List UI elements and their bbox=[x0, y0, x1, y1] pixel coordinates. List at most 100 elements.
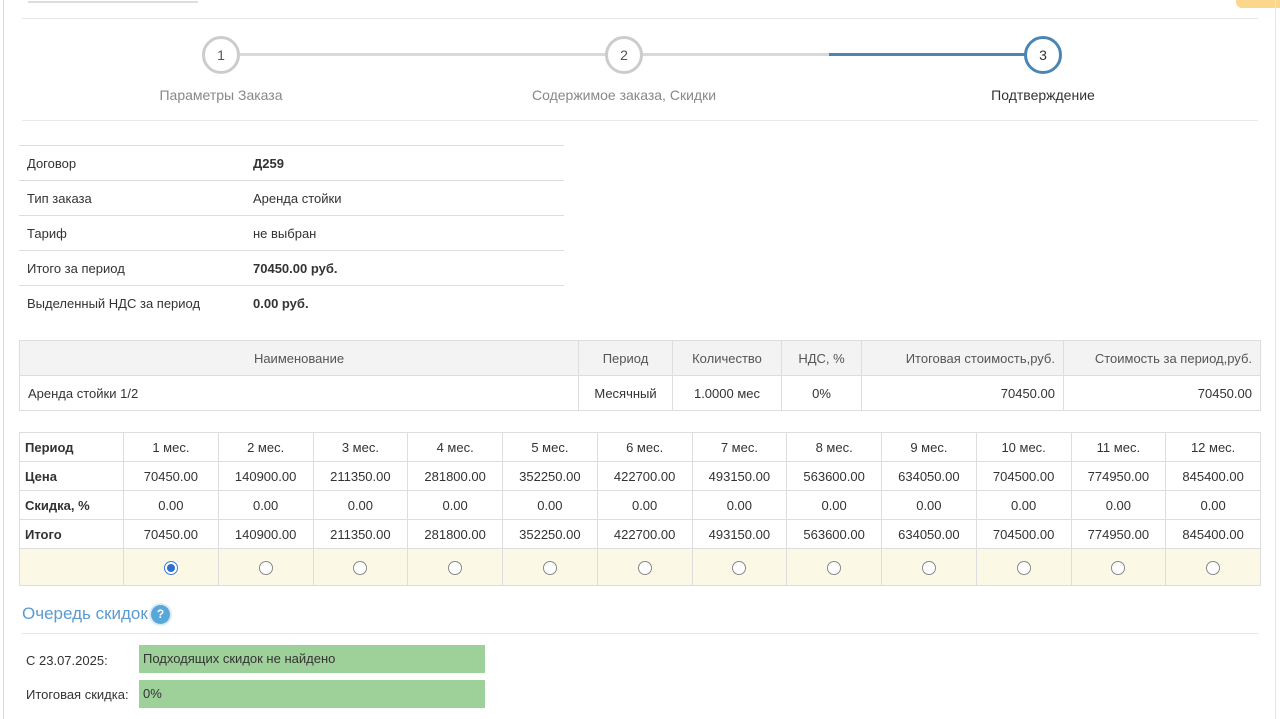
row-label-discount: Скидка, % bbox=[19, 490, 124, 520]
period-radio-11[interactable] bbox=[1111, 560, 1126, 575]
total-cell: 70450.00 bbox=[123, 519, 219, 549]
total-cell: 211350.00 bbox=[312, 519, 409, 549]
summary-label: Тип заказа bbox=[19, 180, 245, 216]
period-radio-6[interactable] bbox=[637, 560, 652, 575]
column-header-name: Наименование bbox=[19, 340, 579, 376]
price-cell: 634050.00 bbox=[881, 461, 977, 491]
divider bbox=[22, 633, 1258, 634]
discount-cell: 0.00 bbox=[975, 490, 1072, 520]
discount-cell: 0.00 bbox=[123, 490, 219, 520]
price-cell: 352250.00 bbox=[502, 461, 598, 491]
cell-period-cost: 70450.00 bbox=[1063, 375, 1261, 411]
period-select-row bbox=[19, 548, 1261, 586]
wizard-step-3[interactable]: 3 Подтверждение bbox=[893, 36, 1193, 103]
summary-row-order-type: Тип заказа Аренда стойки bbox=[19, 180, 564, 216]
radio-cell[interactable] bbox=[881, 548, 977, 586]
discount-cell: 0.00 bbox=[312, 490, 409, 520]
wizard-track-completed bbox=[221, 53, 829, 56]
step-number: 2 bbox=[605, 36, 643, 74]
radio-cell[interactable] bbox=[786, 548, 882, 586]
summary-row-tariff: Тариф не выбран bbox=[19, 215, 564, 251]
row-label-price: Цена bbox=[19, 461, 124, 491]
discount-cell: 0.00 bbox=[881, 490, 977, 520]
period-cell: 7 мес. bbox=[691, 432, 788, 462]
period-cell: 3 мес. bbox=[312, 432, 409, 462]
row-label-total: Итого bbox=[19, 519, 124, 549]
wizard-step-2[interactable]: 2 Содержимое заказа, Скидки bbox=[474, 36, 774, 103]
discount-date-label: С 23.07.2025: bbox=[26, 653, 108, 668]
price-row: Цена 70450.00 140900.00 211350.00 281800… bbox=[19, 461, 1261, 491]
cell-quantity: 1.0000 мес bbox=[672, 375, 782, 411]
wizard-track-active bbox=[829, 53, 1043, 56]
price-cell: 704500.00 bbox=[975, 461, 1072, 491]
period-cell: 12 мес. bbox=[1165, 432, 1261, 462]
radio-cell[interactable] bbox=[502, 548, 598, 586]
table-row: Аренда стойки 1/2 Месячный 1.0000 мес 0%… bbox=[19, 375, 1261, 411]
price-cell: 70450.00 bbox=[123, 461, 219, 491]
row-label-period: Период bbox=[19, 432, 124, 462]
radio-cell[interactable] bbox=[596, 548, 693, 586]
radio-cell[interactable] bbox=[1070, 548, 1167, 586]
radio-cell[interactable] bbox=[691, 548, 788, 586]
period-radio-4[interactable] bbox=[448, 560, 463, 575]
radio-cell[interactable] bbox=[217, 548, 314, 586]
period-radio-8[interactable] bbox=[827, 560, 842, 575]
radio-cell[interactable] bbox=[975, 548, 1072, 586]
period-radio-9[interactable] bbox=[921, 560, 936, 575]
step-label: Содержимое заказа, Скидки bbox=[531, 87, 717, 103]
discount-queue-title: Очередь скидок bbox=[22, 604, 148, 623]
cell-vat: 0% bbox=[781, 375, 862, 411]
discount-cell: 0.00 bbox=[1070, 490, 1167, 520]
price-cell: 845400.00 bbox=[1165, 461, 1261, 491]
cut-off-button[interactable] bbox=[1236, 0, 1280, 8]
wizard-step-1[interactable]: 1 Параметры Заказа bbox=[71, 36, 371, 103]
summary-row-contract: Договор Д259 bbox=[19, 145, 564, 181]
summary-label: Выделенный НДС за период bbox=[19, 285, 245, 320]
discount-status-value: Подходящих скидок не найдено bbox=[139, 645, 485, 673]
step-number: 3 bbox=[1024, 36, 1062, 74]
help-icon[interactable]: ? bbox=[151, 605, 170, 624]
top-strip bbox=[0, 0, 1280, 20]
total-cell: 634050.00 bbox=[881, 519, 977, 549]
period-cell: 9 мес. bbox=[881, 432, 977, 462]
discount-cell: 0.00 bbox=[691, 490, 788, 520]
summary-row-vat: Выделенный НДС за период 0.00 руб. bbox=[19, 285, 564, 320]
period-cell: 6 мес. bbox=[596, 432, 693, 462]
period-cell: 8 мес. bbox=[786, 432, 882, 462]
period-cell: 2 мес. bbox=[217, 432, 314, 462]
period-radio-10[interactable] bbox=[1016, 560, 1031, 575]
radio-cell[interactable] bbox=[312, 548, 409, 586]
column-header-period: Период bbox=[578, 340, 673, 376]
period-radio-7[interactable] bbox=[732, 560, 747, 575]
radio-cell[interactable] bbox=[407, 548, 503, 586]
period-radio-1[interactable] bbox=[163, 560, 178, 575]
summary-value: Аренда стойки bbox=[245, 180, 564, 216]
total-discount-value: 0% bbox=[139, 680, 485, 708]
radio-cell[interactable] bbox=[1165, 548, 1261, 586]
discount-cell: 0.00 bbox=[1165, 490, 1261, 520]
total-row: Итого 70450.00 140900.00 211350.00 28180… bbox=[19, 519, 1261, 549]
total-cell: 563600.00 bbox=[786, 519, 882, 549]
period-radio-2[interactable] bbox=[258, 560, 273, 575]
total-cell: 845400.00 bbox=[1165, 519, 1261, 549]
summary-label: Итого за период bbox=[19, 250, 245, 286]
step-label: Подтверждение bbox=[991, 87, 1095, 103]
radio-cell[interactable] bbox=[123, 548, 219, 586]
period-radio-5[interactable] bbox=[542, 560, 557, 575]
discount-cell: 0.00 bbox=[786, 490, 882, 520]
summary-value: не выбран bbox=[245, 215, 564, 251]
period-radio-12[interactable] bbox=[1206, 560, 1221, 575]
total-cell: 704500.00 bbox=[975, 519, 1072, 549]
price-cell: 422700.00 bbox=[596, 461, 693, 491]
column-header-period-cost: Стоимость за период,руб. bbox=[1063, 340, 1261, 376]
order-items-table: Наименование Период Количество НДС, % Ит… bbox=[19, 340, 1261, 411]
discount-cell: 0.00 bbox=[407, 490, 503, 520]
wizard-steps: 1 Параметры Заказа 2 Содержимое заказа, … bbox=[0, 20, 1280, 120]
discount-cell: 0.00 bbox=[217, 490, 314, 520]
step-label: Параметры Заказа bbox=[159, 87, 283, 103]
panel-border-right bbox=[1275, 0, 1276, 719]
period-cell: 10 мес. bbox=[975, 432, 1072, 462]
discount-cell: 0.00 bbox=[502, 490, 598, 520]
panel-border-left bbox=[3, 0, 4, 719]
period-radio-3[interactable] bbox=[353, 560, 368, 575]
